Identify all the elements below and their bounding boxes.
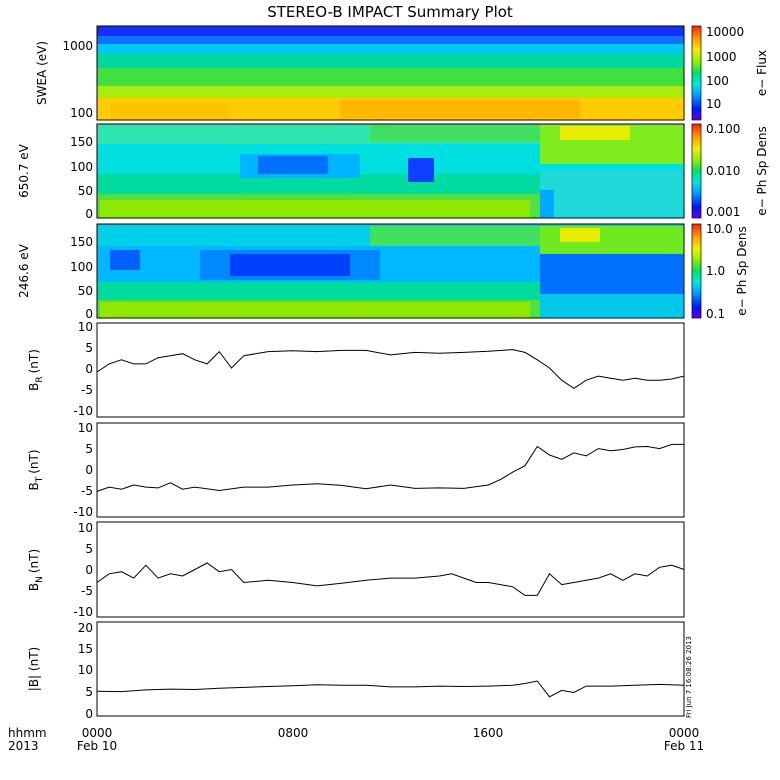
pad246-cb-label: e− Ph Sp Dens xyxy=(735,226,749,315)
bt-ytick-m10: -10 xyxy=(73,505,93,519)
date-end: Feb 11 xyxy=(664,739,704,753)
pad650-cb-tick-0010: 0.010 xyxy=(706,164,740,178)
bt-ytick-0: 0 xyxy=(85,463,93,477)
panel-bmag: |B| (nT) 20 15 10 5 0 xyxy=(27,621,685,721)
xtick-0800: 0800 xyxy=(278,726,309,740)
bmag-ytick-5: 5 xyxy=(85,685,93,699)
bmag-ytick-20: 20 xyxy=(78,621,93,635)
swea-ylabel: SWEA (eV) xyxy=(35,41,49,105)
swea-cb-tick-10: 10 xyxy=(706,97,721,111)
bmag-ylabel: |B| (nT) xyxy=(27,647,41,691)
bn-ytick-m10: -10 xyxy=(73,605,93,619)
pad246-ytick-100: 100 xyxy=(70,260,93,274)
bmag-series-line xyxy=(96,680,685,698)
footer-year: 2013 xyxy=(8,739,39,753)
xtick-0000-end: 0000 xyxy=(669,726,700,740)
pad246-cb-tick-01: 0.1 xyxy=(706,307,725,321)
swea-cb-tick-1000: 1000 xyxy=(706,50,737,64)
br-ytick-0: 0 xyxy=(85,362,93,376)
pad246-cb-tick-1: 1.0 xyxy=(706,264,725,278)
bn-series-line xyxy=(96,562,685,596)
br-series-line xyxy=(96,349,685,390)
pad246-ytick-50: 50 xyxy=(78,284,93,298)
br-ylabel-unit: (nT) xyxy=(27,349,41,373)
swea-cb-tick-100: 100 xyxy=(706,74,729,88)
pad650-ytick-0: 0 xyxy=(85,207,93,221)
pad246-cb-tick-10: 10.0 xyxy=(706,222,733,236)
pad650-ylabel: 650.7 eV xyxy=(17,143,31,198)
br-frame xyxy=(96,322,685,418)
date-start: Feb 10 xyxy=(77,739,117,753)
panel-bt: BT (nT) 10 5 0 -5 -10 xyxy=(27,421,685,519)
swea-heatmap xyxy=(97,26,684,120)
pad246-ytick-0: 0 xyxy=(85,307,93,321)
swea-cb-tick-10000: 10000 xyxy=(706,25,744,39)
bmag-frame xyxy=(96,621,685,717)
pad246-ylabel: 246.6 eV xyxy=(17,243,31,298)
bt-ytick-m5: -5 xyxy=(81,484,93,498)
bn-ylabel-unit: (nT) xyxy=(27,549,41,573)
xtick-0000-start: 0000 xyxy=(82,726,113,740)
bn-ytick-5: 5 xyxy=(85,542,93,556)
pad650-colorbar xyxy=(691,123,702,219)
bt-ylabel-sub: T xyxy=(35,476,45,483)
swea-frame xyxy=(96,25,685,121)
bt-series-line xyxy=(96,443,684,492)
footer-hhmm: hhmm xyxy=(8,726,47,740)
br-ylabel-sub: R xyxy=(35,376,45,382)
br-ytick-5: 5 xyxy=(85,341,93,355)
br-ytick-10: 10 xyxy=(78,320,93,334)
br-ylabel-main: B xyxy=(27,383,41,391)
bn-ytick-10: 10 xyxy=(78,521,93,535)
bmag-ytick-10: 10 xyxy=(78,663,93,677)
swea-ytick-100: 100 xyxy=(70,106,93,120)
bn-frame xyxy=(96,521,685,618)
pad246-colorbar xyxy=(691,223,702,319)
panel-br: BR (nT) 10 5 0 -5 -10 xyxy=(27,320,685,418)
pad650-ytick-50: 50 xyxy=(78,184,93,198)
br-ytick-m5: -5 xyxy=(81,383,93,397)
bt-frame xyxy=(96,422,685,518)
swea-colorbar xyxy=(691,25,702,121)
xtick-1600: 1600 xyxy=(473,726,504,740)
bn-ylabel-main: B xyxy=(27,583,41,591)
bn-ytick-m5: -5 xyxy=(81,584,93,598)
bn-ylabel: BN (nT) xyxy=(27,549,45,591)
bt-ylabel: BT (nT) xyxy=(27,449,45,490)
br-ytick-m10: -10 xyxy=(73,404,93,418)
bmag-ytick-0: 0 xyxy=(85,707,93,721)
pad246-ytick-150: 150 xyxy=(70,235,93,249)
bt-ytick-5: 5 xyxy=(85,442,93,456)
pad246-heatmap xyxy=(97,224,684,318)
bn-ytick-0: 0 xyxy=(85,563,93,577)
bt-ylabel-main: B xyxy=(27,482,41,490)
bt-ytick-10: 10 xyxy=(78,421,93,435)
pad246-frame xyxy=(96,223,685,319)
swea-ytick-1000: 1000 xyxy=(62,39,93,53)
pad650-ytick-150: 150 xyxy=(70,135,93,149)
panel-swea: SWEA (eV) 1000 100 10000 1000 100 10 e− … xyxy=(35,25,769,121)
panel-bn: BN (nT) 10 5 0 -5 -10 xyxy=(27,521,685,619)
bt-ylabel-unit: (nT) xyxy=(27,449,41,473)
pad650-cb-tick-0100: 0.100 xyxy=(706,122,740,136)
pad650-ytick-100: 100 xyxy=(70,160,93,174)
plot-title: STEREO-B IMPACT Summary Plot xyxy=(267,3,513,21)
pad650-frame xyxy=(96,123,685,219)
pad650-heatmap xyxy=(97,124,684,218)
panel-pad-246: 246.6 eV 150 100 50 0 10.0 1.0 0.1 e− Ph… xyxy=(17,222,749,321)
swea-cb-label: e− Flux xyxy=(755,50,769,96)
bmag-ytick-15: 15 xyxy=(78,642,93,656)
side-timestamp: Fri Jun 7 16:08:26 2013 xyxy=(685,636,693,718)
panel-pad-650: 650.7 eV 150 100 50 0 0.100 0.010 0.001 … xyxy=(17,122,769,221)
bn-ylabel-sub: N xyxy=(35,576,45,583)
pad650-cb-tick-0001: 0.001 xyxy=(706,205,740,219)
pad650-cb-label: e− Ph Sp Dens xyxy=(755,126,769,215)
br-ylabel: BR (nT) xyxy=(27,349,45,391)
x-axis-footer: hhmm 2013 0000 0800 1600 0000 Feb 10 Feb… xyxy=(8,726,704,753)
